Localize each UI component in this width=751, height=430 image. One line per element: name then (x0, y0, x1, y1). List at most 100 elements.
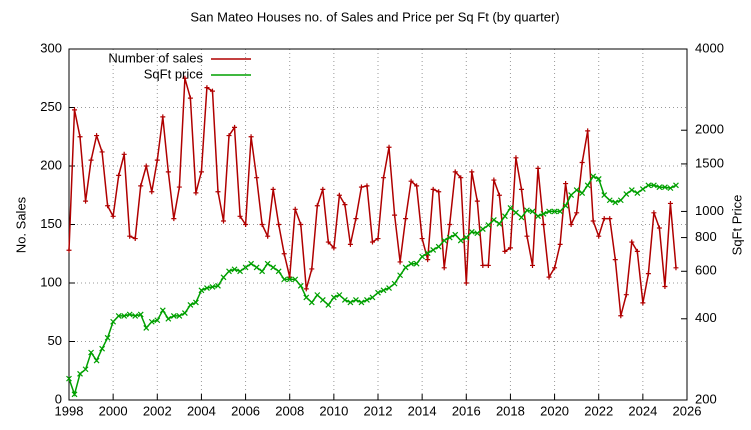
point (154, 157, 160, 163)
point (165, 169, 171, 175)
point (541, 222, 547, 227)
point (639, 186, 646, 193)
point (325, 239, 331, 245)
point (319, 296, 326, 303)
point (159, 307, 166, 314)
chart-title: San Mateo Houses no. of Sales and Price … (190, 9, 559, 24)
point (424, 250, 431, 257)
legend-label: Number of sales (108, 50, 203, 65)
x-tick-label: 2012 (364, 403, 393, 418)
point (447, 222, 453, 227)
point (170, 312, 177, 319)
point (182, 75, 188, 81)
point (414, 183, 420, 189)
point (595, 175, 602, 182)
point (292, 206, 298, 212)
point (386, 144, 392, 150)
point (601, 192, 608, 198)
y-tick-label: 150 (40, 216, 62, 231)
point (386, 285, 392, 291)
point (485, 222, 492, 229)
point (143, 163, 149, 169)
point (259, 222, 265, 227)
point (413, 260, 420, 267)
point (425, 257, 431, 263)
point (148, 318, 155, 325)
point (72, 107, 78, 113)
point (176, 184, 182, 190)
point (513, 209, 519, 216)
point (243, 222, 249, 227)
point (568, 222, 574, 227)
point (490, 217, 497, 223)
point (468, 228, 475, 235)
point (292, 276, 299, 283)
point (524, 207, 530, 214)
point (66, 375, 72, 382)
point (364, 183, 370, 189)
point (392, 212, 398, 218)
point (110, 318, 117, 325)
point (298, 222, 304, 227)
y-tick-label: 250 (40, 99, 62, 114)
point (137, 311, 144, 318)
point (568, 192, 575, 198)
point (634, 248, 640, 254)
point (314, 203, 320, 209)
point (502, 248, 508, 254)
point (121, 151, 127, 157)
point (192, 299, 199, 306)
y2-axis-label: SqFt Price (729, 195, 744, 256)
x-tick-label: 2022 (584, 403, 613, 418)
point (276, 222, 282, 227)
point (187, 95, 193, 101)
point (507, 205, 514, 211)
point (121, 312, 128, 319)
y2-tick-label: 1500 (695, 155, 724, 170)
y-tick-label: 0 (55, 391, 62, 406)
point (132, 312, 139, 319)
point (474, 198, 480, 204)
point (518, 186, 524, 192)
x-tick-label: 2002 (143, 403, 172, 418)
point (132, 236, 138, 242)
point (623, 292, 629, 298)
point (501, 213, 508, 220)
point (77, 134, 83, 140)
point (557, 241, 563, 247)
point (650, 182, 657, 189)
point (618, 313, 624, 319)
point (634, 190, 641, 196)
point (645, 182, 652, 189)
point (546, 274, 552, 280)
point (563, 181, 569, 187)
point (297, 282, 304, 289)
point (347, 241, 353, 247)
point (662, 184, 668, 191)
point (138, 183, 144, 189)
point (264, 260, 271, 267)
x-tick-label: 1998 (55, 403, 84, 418)
point (330, 294, 337, 301)
point (232, 124, 238, 130)
y2-tick-label: 4000 (695, 40, 724, 55)
point (231, 266, 238, 273)
point (226, 133, 232, 139)
point (530, 262, 535, 268)
series-line (68, 78, 677, 316)
point (391, 280, 398, 287)
point (419, 236, 425, 242)
point (529, 208, 536, 215)
x-tick-label: 2018 (496, 403, 525, 418)
point (673, 182, 679, 189)
point (320, 186, 326, 192)
point (105, 203, 111, 209)
point (187, 302, 194, 308)
point (623, 191, 630, 197)
point (82, 366, 89, 373)
y2-tick-label: 400 (695, 310, 717, 325)
point (325, 302, 332, 308)
point (435, 243, 442, 250)
point (463, 234, 470, 241)
point (281, 251, 287, 257)
